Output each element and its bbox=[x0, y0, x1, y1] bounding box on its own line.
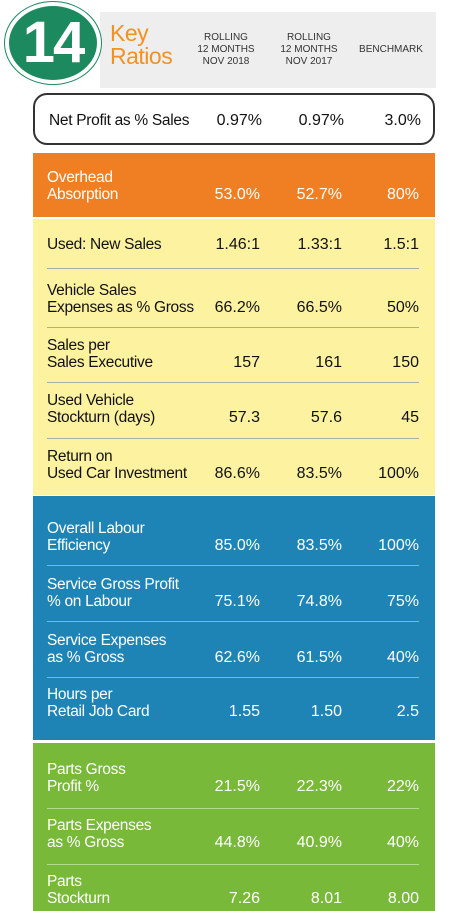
row-divider bbox=[47, 677, 419, 678]
ratio-row: Net Profit as % Sales 0.97% 0.97% 3.0% bbox=[35, 109, 437, 129]
value-nov-2018: 157 bbox=[233, 354, 260, 371]
service-section: Overall Labour Efficiency 85.0% 83.5% 100% Se… bbox=[33, 496, 435, 740]
ratio-row: Used: New Sales 1.46:1 1.33:1 1.5:1 bbox=[33, 219, 435, 253]
badge-number: 14 bbox=[22, 10, 85, 75]
value-nov-2018: 44.8% bbox=[214, 834, 260, 851]
value-nov-2018: 57.3 bbox=[228, 409, 260, 426]
value-benchmark: 40% bbox=[386, 649, 419, 666]
value-nov-2018: 66.2% bbox=[214, 299, 260, 316]
value-nov-2018: 85.0% bbox=[214, 537, 260, 554]
ratio-row: Overall Labour Efficiency 85.0% 83.5% 100% bbox=[33, 496, 435, 554]
title-line-2: Ratios bbox=[110, 43, 173, 69]
ratio-row: Sales per Sales Executive 157 161 150 bbox=[33, 219, 435, 371]
value-nov-2017: 52.7% bbox=[296, 186, 342, 203]
ratio-row: Vehicle Sales Expenses as % Gross 66.2% 66.… bbox=[33, 219, 435, 316]
section-title: Key Ratios bbox=[110, 20, 173, 69]
value-benchmark: 80% bbox=[386, 186, 419, 203]
ratio-label: Overall Labour Efficiency bbox=[47, 520, 145, 554]
value-nov-2017: 61.5% bbox=[296, 649, 342, 666]
ratio-row: Return on Used Car Investment 86.6% 83.5% 10… bbox=[33, 219, 435, 482]
ratio-label: Overhead Absorption bbox=[47, 169, 119, 203]
value-nov-2017: 40.9% bbox=[296, 834, 342, 851]
header: 14 Key Ratios ROLLING 12 MONTHS NOV 2018… bbox=[0, 0, 452, 90]
ratio-label: Used Vehicle Stockturn (days) bbox=[47, 392, 156, 426]
ratio-label: Parts Stockturn bbox=[47, 873, 110, 907]
value-benchmark: 2.5 bbox=[396, 703, 419, 720]
value-nov-2017: 83.5% bbox=[296, 537, 342, 554]
value-benchmark: 100% bbox=[378, 465, 419, 482]
ratio-label: Hours per Retail Job Card bbox=[47, 686, 150, 720]
value-nov-2017: 57.6 bbox=[310, 409, 342, 426]
ratio-label: Service Expenses as % Gross bbox=[47, 632, 167, 666]
ratio-row: Parts Stockturn 7.26 8.01 8.00 bbox=[33, 743, 435, 907]
ratio-row: Service Expenses as % Gross 62.6% 61.5% 40% bbox=[33, 496, 435, 666]
ratio-label: Parts Gross Profit % bbox=[47, 761, 126, 795]
column-header-benchmark: BENCHMARK bbox=[359, 44, 423, 55]
value-nov-2017: 0.97% bbox=[298, 112, 344, 129]
value-nov-2018: 7.26 bbox=[228, 890, 260, 907]
row-divider bbox=[47, 864, 419, 865]
header-background bbox=[100, 12, 436, 88]
value-benchmark: 22% bbox=[386, 778, 419, 795]
value-nov-2018: 1.55 bbox=[228, 703, 260, 720]
ratio-row: Parts Expenses as % Gross 44.8% 40.9% 40% bbox=[33, 743, 435, 851]
ratio-row: Used Vehicle Stockturn (days) 57.3 57.6 45 bbox=[33, 219, 435, 426]
value-benchmark: 40% bbox=[386, 834, 419, 851]
row-divider bbox=[47, 438, 419, 439]
value-nov-2018: 1.46:1 bbox=[215, 236, 260, 253]
value-benchmark: 150 bbox=[392, 354, 419, 371]
value-benchmark: 50% bbox=[386, 299, 419, 316]
overhead-section: Overhead Absorption 53.0% 52.7% 80% bbox=[33, 153, 435, 217]
value-nov-2017: 22.3% bbox=[296, 778, 342, 795]
value-nov-2018: 62.6% bbox=[214, 649, 260, 666]
sales-section: Used: New Sales 1.46:1 1.33:1 1.5:1 Vehicle … bbox=[33, 219, 435, 495]
title-line-1: Key bbox=[110, 20, 149, 46]
value-nov-2018: 75.1% bbox=[214, 593, 260, 610]
ratio-row: Overhead Absorption 53.0% 52.7% 80% bbox=[33, 165, 435, 203]
value-nov-2017: 1.33:1 bbox=[297, 236, 342, 253]
value-nov-2018: 53.0% bbox=[214, 186, 260, 203]
section-number-badge: 14 bbox=[5, 2, 101, 84]
column-header-nov-2018: ROLLING 12 MONTHS NOV 2018 bbox=[197, 32, 255, 67]
ratio-row: Service Gross Profit% on Labour 75.1% 74.8… bbox=[33, 496, 435, 610]
row-divider bbox=[47, 382, 419, 383]
value-nov-2017: 83.5% bbox=[296, 465, 342, 482]
value-nov-2017: 66.5% bbox=[296, 299, 342, 316]
row-divider bbox=[47, 327, 419, 328]
value-benchmark: 1.5:1 bbox=[383, 236, 419, 253]
value-benchmark: 75% bbox=[386, 593, 419, 610]
ratio-row: Hours per Retail Job Card 1.55 1.50 2.5 bbox=[33, 496, 435, 720]
net-profit-section: Net Profit as % Sales 0.97% 0.97% 3.0% bbox=[33, 93, 435, 145]
value-benchmark: 8.00 bbox=[387, 890, 419, 907]
ratio-label: Parts Expenses as % Gross bbox=[47, 817, 152, 851]
ratio-label: Return on Used Car Investment bbox=[47, 448, 187, 482]
value-benchmark: 3.0% bbox=[384, 112, 421, 129]
value-nov-2018: 86.6% bbox=[214, 465, 260, 482]
row-divider bbox=[47, 621, 419, 622]
ratio-label: Net Profit as % Sales bbox=[49, 112, 190, 129]
ratio-label: Sales per Sales Executive bbox=[47, 337, 153, 371]
ratio-row: Parts Gross Profit % 21.5% 22.3% 22% bbox=[33, 743, 435, 795]
column-header-nov-2017: ROLLING 12 MONTHS NOV 2017 bbox=[280, 32, 338, 67]
value-nov-2018: 21.5% bbox=[214, 778, 260, 795]
value-benchmark: 45 bbox=[401, 409, 419, 426]
value-nov-2017: 74.8% bbox=[296, 593, 342, 610]
row-divider bbox=[47, 268, 419, 269]
ratio-label: Used: New Sales bbox=[47, 236, 162, 253]
row-divider bbox=[47, 808, 419, 809]
row-divider bbox=[47, 565, 419, 566]
value-nov-2017: 8.01 bbox=[310, 890, 342, 907]
value-nov-2017: 1.50 bbox=[310, 703, 342, 720]
ratio-label: Vehicle Sales Expenses as % Gross bbox=[47, 282, 194, 316]
parts-section: Parts Gross Profit % 21.5% 22.3% 22% Parts Ex… bbox=[33, 743, 435, 911]
value-benchmark: 100% bbox=[378, 537, 419, 554]
value-nov-2017: 161 bbox=[315, 354, 342, 371]
ratio-label: Service Gross Profit% on Labour bbox=[47, 576, 179, 610]
value-nov-2018: 0.97% bbox=[216, 112, 262, 129]
